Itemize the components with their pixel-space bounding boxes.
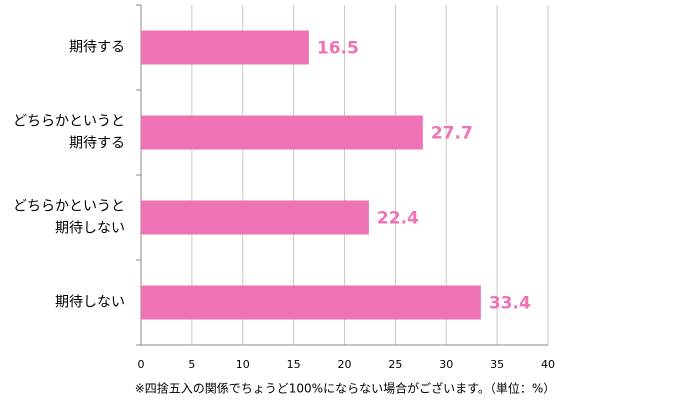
y-tick-label: 期待する (69, 40, 125, 56)
bar (141, 285, 481, 320)
y-tick-label-line: 期待する (69, 40, 125, 56)
y-tick-label: 期待しない (55, 295, 125, 311)
y-tick-label-line: どちらかというと (13, 199, 125, 215)
x-tick-label: 40 (541, 358, 555, 371)
y-tick-label: どちらかというと期待しない (13, 199, 125, 237)
x-tick-label: 20 (338, 358, 352, 371)
x-tick-label: 25 (388, 358, 402, 371)
y-tick-label-line: 期待しない (55, 221, 125, 237)
value-label: 27.7 (431, 124, 473, 144)
y-tick-label-line: 期待しない (55, 295, 125, 311)
y-tick-label-line: 期待する (69, 136, 125, 152)
y-tick-label-line: どちらかというと (13, 114, 125, 130)
x-tick-label: 15 (287, 358, 301, 371)
value-label: 33.4 (489, 294, 531, 314)
y-tick-label: どちらかというと期待する (13, 114, 125, 152)
bar (141, 30, 309, 65)
bar (141, 115, 423, 150)
value-label: 16.5 (317, 39, 359, 59)
x-tick-label: 10 (236, 358, 250, 371)
x-tick-label: 5 (188, 358, 195, 371)
bar (141, 200, 369, 235)
value-label: 22.4 (377, 209, 419, 229)
x-tick-label: 30 (439, 358, 453, 371)
footnote: ※四捨五入の関係でちょうど100%にならない場合がございます。（単位：%） (135, 381, 556, 396)
x-tick-label: 35 (490, 358, 504, 371)
x-tick-label: 0 (138, 358, 145, 371)
